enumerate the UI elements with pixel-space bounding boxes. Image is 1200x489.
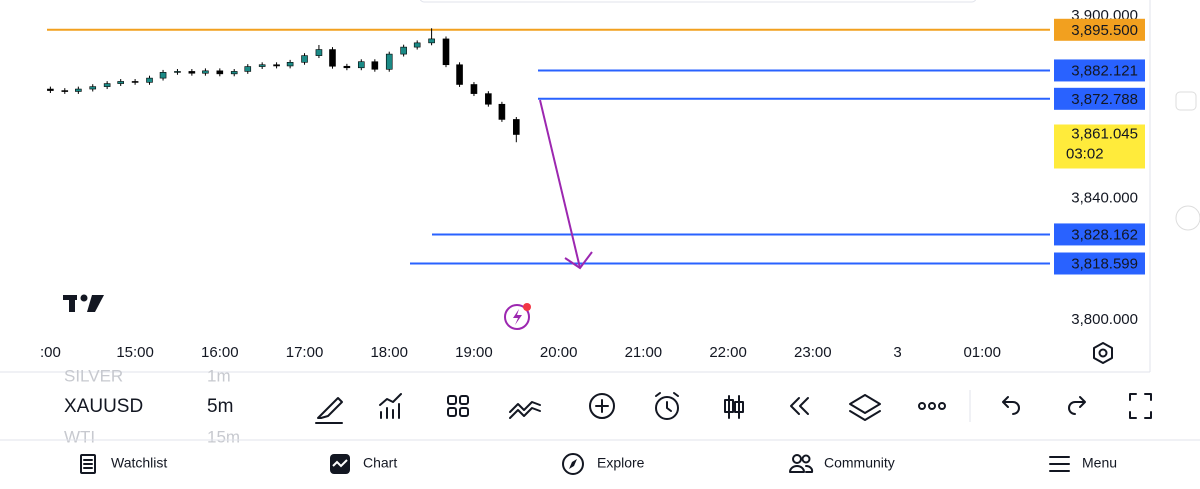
candle-body	[485, 93, 492, 105]
x-tick-label: 15:00	[116, 344, 154, 361]
candle-body	[244, 66, 252, 72]
logo	[63, 294, 104, 312]
candle-body	[513, 119, 520, 135]
nav-item[interactable]: Community	[824, 455, 895, 471]
x-tick-label: 16:00	[201, 344, 239, 361]
x-tick-label: 22:00	[709, 344, 747, 361]
nav-item[interactable]: Watchlist	[111, 455, 167, 471]
y-tick-label: 3,840.000	[1071, 189, 1138, 206]
x-tick-label: 19:00	[455, 344, 493, 361]
candle-body	[159, 72, 167, 79]
side-button	[1175, 91, 1197, 111]
candle-body	[343, 65, 351, 69]
candle-body	[258, 64, 266, 67]
symbol-item[interactable]: XAUUSD	[64, 396, 143, 417]
x-tick-label: 21:00	[625, 344, 663, 361]
candle-body	[273, 64, 280, 67]
candle-body	[498, 103, 506, 120]
candle-body	[103, 83, 111, 87]
side-button	[1175, 205, 1200, 231]
symbol-item[interactable]: WTI	[64, 427, 95, 446]
candle-body	[400, 46, 407, 55]
candle-body	[47, 88, 54, 91]
interval-item[interactable]: 1m	[207, 366, 231, 385]
price-label: 3,828.162	[1071, 226, 1138, 243]
last-price-bg	[1054, 124, 1145, 169]
interval-item[interactable]: 15m	[207, 427, 240, 446]
candle-body	[75, 88, 82, 92]
price-label: 3,895.500	[1071, 22, 1138, 39]
candle-body	[357, 61, 365, 69]
price-label: 3,818.599	[1071, 255, 1138, 272]
x-tick-label: 23:00	[794, 344, 832, 361]
candle-body	[301, 55, 308, 63]
candle-body	[230, 71, 238, 75]
x-tick-label: :00	[40, 344, 61, 361]
candle-body	[131, 81, 139, 83]
y-tick-label: 3,800.000	[1071, 311, 1138, 328]
candle-body	[371, 61, 379, 70]
candle-body	[188, 71, 196, 74]
price-label-bg	[1054, 87, 1145, 110]
candle-body	[329, 49, 336, 67]
candle-body	[286, 62, 294, 67]
chart-area	[0, 0, 1150, 372]
price-label-bg	[1054, 18, 1145, 41]
candle-body	[216, 70, 224, 75]
candle-body	[315, 49, 323, 56]
popup-edge	[419, 0, 977, 3]
nav-item[interactable]: Menu	[1082, 455, 1117, 471]
x-tick-label: 01:00	[963, 344, 1001, 361]
candle-body	[61, 90, 69, 92]
price-label: 3,882.121	[1071, 62, 1138, 79]
candle-body	[202, 70, 209, 74]
price-label-bg	[1054, 252, 1145, 275]
nav-item[interactable]: Chart	[363, 455, 397, 471]
x-tick-label: 18:00	[370, 344, 408, 361]
arrow-drawing	[539, 99, 593, 270]
tool-icons[interactable]	[315, 392, 1152, 424]
events-icon[interactable]	[504, 303, 531, 330]
price-label-bg	[1054, 59, 1145, 82]
candle-body	[385, 53, 393, 70]
x-tick-label: 17:00	[286, 344, 324, 361]
candle-body	[456, 64, 463, 85]
last-price-label: 3,861.045	[1071, 125, 1138, 142]
nav-item[interactable]: Explore	[597, 455, 645, 471]
candle-body	[174, 71, 181, 73]
nav-icons[interactable]	[80, 453, 1070, 475]
settings-icon[interactable]	[1093, 342, 1113, 364]
x-tick-label: 20:00	[540, 344, 578, 361]
candle-body	[428, 38, 435, 44]
candle-body	[89, 86, 97, 90]
candle-body	[413, 42, 421, 48]
candle-body	[146, 77, 153, 83]
symbol-item[interactable]: SILVER	[64, 366, 123, 385]
countdown: 03:02	[1066, 145, 1104, 162]
candle-body	[442, 38, 450, 66]
price-label: 3,872.788	[1071, 91, 1138, 108]
price-label-bg	[1054, 223, 1145, 246]
x-tick-label: 3	[893, 344, 901, 361]
candle-body	[470, 84, 478, 94]
candle-body	[117, 81, 125, 84]
interval-item[interactable]: 5m	[207, 396, 233, 417]
